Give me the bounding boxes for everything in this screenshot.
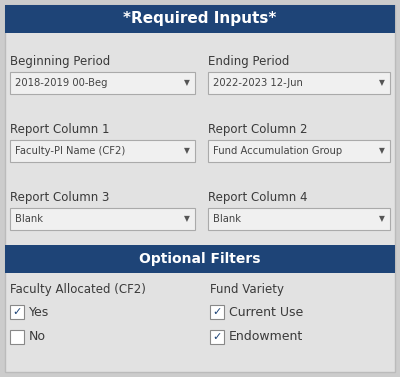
FancyBboxPatch shape <box>210 330 224 344</box>
Text: ✓: ✓ <box>12 307 22 317</box>
Text: Blank: Blank <box>213 214 241 224</box>
Text: ▼: ▼ <box>184 78 190 87</box>
Text: ▼: ▼ <box>379 78 385 87</box>
Text: 2018-2019 00-Beg: 2018-2019 00-Beg <box>15 78 108 88</box>
Text: Yes: Yes <box>29 305 49 319</box>
FancyBboxPatch shape <box>208 208 390 230</box>
Text: ▼: ▼ <box>379 215 385 224</box>
FancyBboxPatch shape <box>210 305 224 319</box>
Text: Report Column 1: Report Column 1 <box>10 123 110 135</box>
Text: Report Column 3: Report Column 3 <box>10 190 109 204</box>
Text: Endowment: Endowment <box>229 331 303 343</box>
Text: ▼: ▼ <box>379 147 385 155</box>
Text: *Required Inputs*: *Required Inputs* <box>123 12 277 26</box>
Text: Current Use: Current Use <box>229 305 303 319</box>
FancyBboxPatch shape <box>10 330 24 344</box>
Text: No: No <box>29 331 46 343</box>
FancyBboxPatch shape <box>10 140 195 162</box>
FancyBboxPatch shape <box>5 5 395 33</box>
Text: Report Column 2: Report Column 2 <box>208 123 308 135</box>
Text: Faculty-PI Name (CF2): Faculty-PI Name (CF2) <box>15 146 125 156</box>
Text: Ending Period: Ending Period <box>208 55 289 67</box>
Text: Optional Filters: Optional Filters <box>139 252 261 266</box>
FancyBboxPatch shape <box>10 305 24 319</box>
Text: 2022-2023 12-Jun: 2022-2023 12-Jun <box>213 78 303 88</box>
Text: ✓: ✓ <box>212 332 222 342</box>
FancyBboxPatch shape <box>208 72 390 94</box>
Text: ▼: ▼ <box>184 215 190 224</box>
Text: ▼: ▼ <box>184 147 190 155</box>
Text: ✓: ✓ <box>212 307 222 317</box>
Text: Fund Variety: Fund Variety <box>210 282 284 296</box>
Text: Fund Accumulation Group: Fund Accumulation Group <box>213 146 342 156</box>
FancyBboxPatch shape <box>10 208 195 230</box>
Text: Faculty Allocated (CF2): Faculty Allocated (CF2) <box>10 282 146 296</box>
FancyBboxPatch shape <box>5 5 395 372</box>
Text: Blank: Blank <box>15 214 43 224</box>
FancyBboxPatch shape <box>5 245 395 273</box>
FancyBboxPatch shape <box>10 72 195 94</box>
Text: Beginning Period: Beginning Period <box>10 55 110 67</box>
FancyBboxPatch shape <box>208 140 390 162</box>
Text: Report Column 4: Report Column 4 <box>208 190 308 204</box>
